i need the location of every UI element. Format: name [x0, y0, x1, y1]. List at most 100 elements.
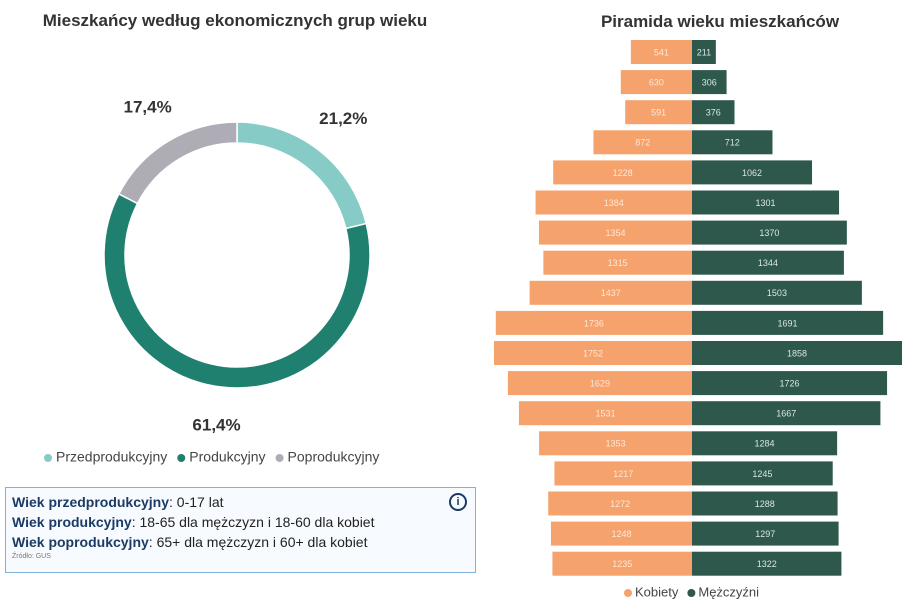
- data-label: 61,4%: [192, 415, 240, 434]
- bar-label: 306: [702, 77, 717, 87]
- bar-label: 1315: [608, 258, 628, 268]
- bar-label: 591: [651, 108, 666, 118]
- data-label: 17,4%: [123, 98, 171, 117]
- bar: [692, 371, 888, 396]
- bar-label: 1344: [758, 258, 778, 268]
- info-text: : 18-65 dla mężczyzn i 18-60 dla kobiet: [131, 514, 375, 530]
- info-line: Wiek poprodukcyjny: 65+ dla mężczyzn i 6…: [12, 532, 469, 552]
- bar-label: 1531: [595, 409, 615, 419]
- info-label: Wiek poprodukcyjny: [12, 534, 149, 550]
- bar: [495, 310, 692, 335]
- bar: [692, 100, 735, 125]
- bar-label: 1370: [759, 228, 779, 238]
- bar-label: 1858: [787, 348, 807, 358]
- bar-label: 1354: [605, 228, 625, 238]
- bar: [692, 70, 727, 95]
- bar: [692, 160, 813, 185]
- info-line: Wiek produkcyjny: 18-65 dla mężczyzn i 1…: [12, 512, 469, 532]
- bar: [630, 40, 692, 64]
- bar-label: 1284: [755, 439, 775, 449]
- bar-label: 1437: [601, 288, 621, 298]
- bar: [692, 220, 847, 245]
- bar: [550, 521, 692, 546]
- bar-label: 1288: [755, 499, 775, 509]
- bar-label: 1248: [611, 529, 631, 539]
- info-icon: i: [449, 493, 467, 511]
- bar-label: 1235: [612, 559, 632, 569]
- bar: [692, 401, 881, 426]
- bar: [692, 431, 838, 456]
- bar-label: 1667: [776, 409, 796, 419]
- legend-label: Mężczyźni: [698, 584, 759, 599]
- bar: [692, 491, 838, 516]
- pyramid-title: Piramida wieku mieszkańców: [600, 12, 840, 31]
- bar-label: 541: [654, 47, 669, 57]
- info-label: Wiek przedprodukcyjny: [12, 494, 170, 510]
- legend-marker: [275, 454, 284, 462]
- donut-slice: [117, 121, 238, 205]
- bar-label: 376: [706, 108, 721, 118]
- bar: [692, 40, 716, 64]
- bar-label: 1297: [755, 529, 775, 539]
- legend-marker: [44, 454, 52, 462]
- info-text: : 0-17 lat: [169, 494, 224, 510]
- bar-label: 1301: [756, 198, 776, 208]
- bar: [625, 100, 692, 125]
- info-label: Wiek produkcyjny: [12, 514, 132, 530]
- bar-label: 712: [725, 138, 740, 148]
- info-source: Źródło: GUS: [12, 553, 51, 560]
- bar-label: 1245: [752, 469, 772, 479]
- bar: [539, 431, 692, 456]
- bar: [529, 280, 692, 305]
- bar-label: 1736: [584, 318, 604, 328]
- bar-label: 1228: [613, 168, 633, 178]
- bar: [554, 461, 692, 486]
- bar-label: 1629: [590, 378, 610, 388]
- bar: [692, 461, 833, 486]
- legend-label: Przedprodukcyjny: [56, 449, 167, 465]
- data-label: 21,2%: [319, 109, 367, 128]
- bar: [692, 551, 842, 576]
- bar: [593, 130, 692, 155]
- bar-label: 1272: [610, 499, 630, 509]
- bar: [518, 401, 692, 426]
- bar: [552, 551, 692, 576]
- bar-label: 211: [697, 47, 711, 57]
- bar: [692, 280, 862, 305]
- donut-slice: [103, 192, 371, 389]
- bar: [507, 371, 692, 396]
- bar: [543, 250, 692, 275]
- bar: [692, 341, 902, 365]
- bar: [548, 491, 692, 516]
- bar: [620, 70, 692, 95]
- legend-marker: [624, 589, 632, 597]
- info-line: Wiek przedprodukcyjny: 0-17 lat: [12, 492, 469, 512]
- info-text: : 65+ dla mężczyzn i 60+ dla kobiet: [148, 534, 368, 550]
- bar: [692, 130, 773, 155]
- donut-slice: [236, 121, 368, 230]
- bar: [692, 250, 844, 275]
- bar: [692, 190, 840, 215]
- bar-label: 1752: [583, 348, 603, 358]
- bar-label: 630: [649, 77, 664, 87]
- bar-label: 872: [635, 138, 650, 148]
- bar-label: 1062: [742, 168, 762, 178]
- bar: [553, 160, 692, 185]
- bar: [493, 341, 692, 365]
- bar: [692, 310, 884, 335]
- bar-label: 1503: [767, 288, 787, 298]
- bar-label: 1217: [613, 469, 633, 479]
- legend-marker: [177, 454, 186, 462]
- bar-label: 1322: [757, 559, 777, 569]
- legend-marker: [687, 589, 696, 597]
- bar: [538, 220, 692, 245]
- bar-label: 1726: [780, 378, 800, 388]
- donut-title: Mieszkańcy według ekonomicznych grup wie…: [42, 11, 428, 30]
- bar: [692, 521, 839, 546]
- bar-label: 1384: [604, 198, 624, 208]
- bar-label: 1691: [778, 318, 798, 328]
- legend-label: Kobiety: [635, 584, 679, 599]
- bar-label: 1353: [606, 439, 626, 449]
